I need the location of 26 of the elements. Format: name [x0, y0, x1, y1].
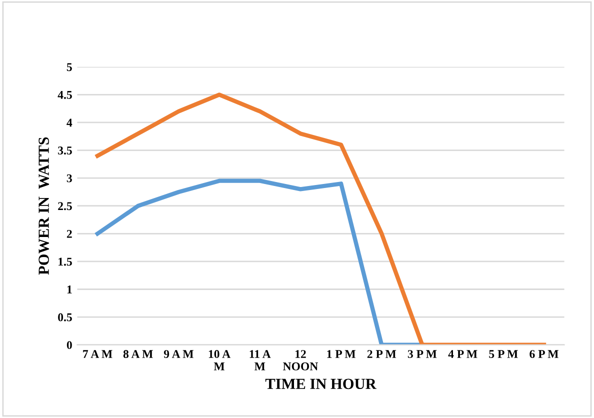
x-tick-label: 2 P M — [367, 350, 396, 358]
y-tick-label: 2 — [66, 230, 72, 238]
y-tick-label: 4 — [66, 118, 72, 127]
x-tick-label: 10 A M — [208, 350, 231, 370]
x-tick-label: 1 P M — [327, 350, 356, 358]
x-tick-label: 6 P M — [530, 350, 558, 358]
x-tick-label: 4 P M — [448, 350, 478, 358]
y-tick-label: 3.5 — [58, 146, 72, 155]
y-tick-label: 1 — [67, 286, 72, 294]
y-tick-label: 1.5 — [58, 258, 72, 266]
y-tick-label: 0 — [66, 341, 72, 350]
x-tick-label: 9 A M — [164, 350, 194, 358]
x-tick-label: 3 P M — [408, 350, 437, 358]
y-tick-label: 0.5 — [58, 313, 72, 322]
x-tick-label: 12 NOON — [282, 350, 318, 370]
x-axis-title: TIME IN HOUR — [265, 378, 376, 390]
y-tick-label: 2.5 — [58, 202, 72, 210]
y-tick-label: 3 — [66, 174, 72, 182]
x-tick-label: 11 A M — [250, 350, 271, 370]
x-tick-label: 5 P M — [489, 350, 518, 358]
y-tick-label: 5 — [66, 63, 72, 72]
x-tick-label: 8 A M — [123, 350, 153, 358]
y-axis-title: POWER IN WATTS — [38, 137, 50, 275]
y-tick-label: 4.5 — [58, 91, 72, 99]
line-series — [95, 92, 546, 345]
x-tick-label: 7 A M — [83, 350, 112, 358]
